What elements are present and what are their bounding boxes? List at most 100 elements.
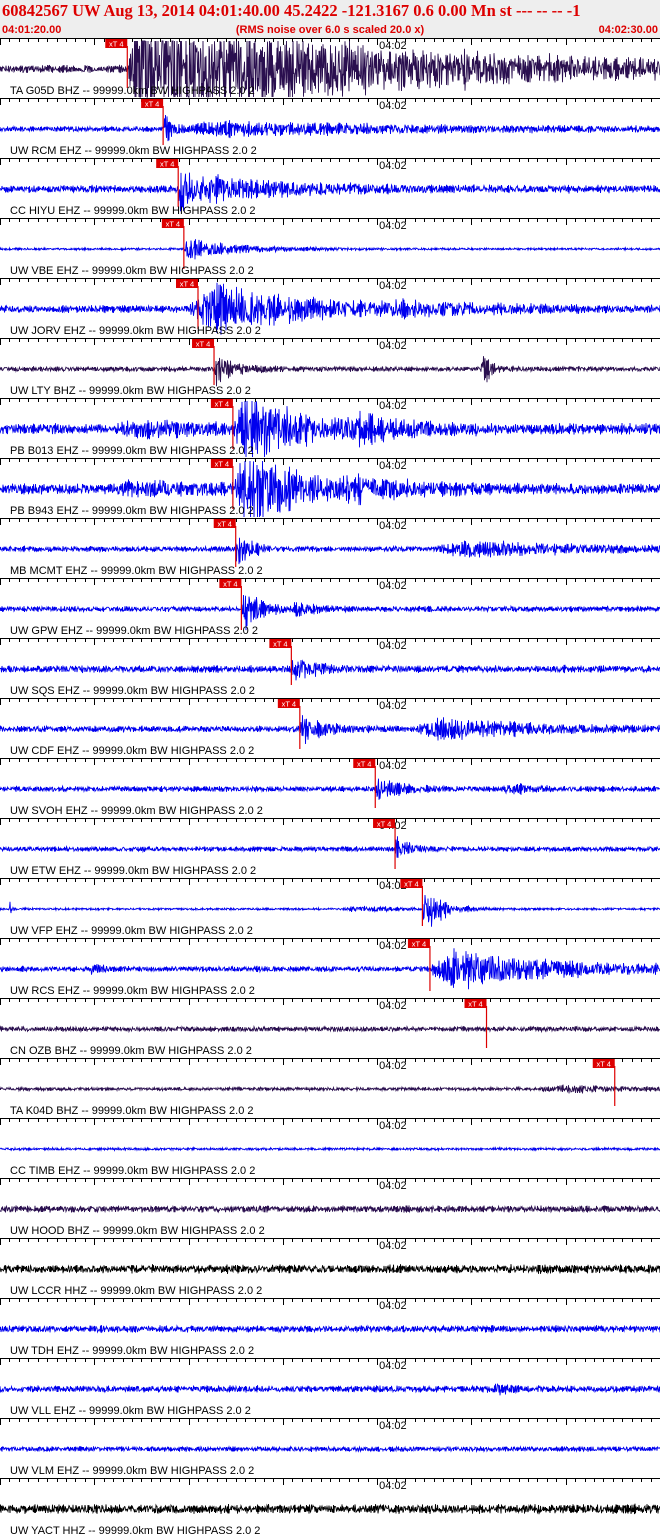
trace-waveform [0,1503,660,1515]
pick-flag-label: xT 4 [412,939,426,948]
trace-label: MB MCMT EHZ -- 99999.0km BW HIGHPASS 2.0… [10,565,263,577]
trace-panel: 04:02 xT 4 UW SQS EHZ -- 99999.0km BW HIGH… [0,638,660,697]
trace-panel: 04:02 xT 4 UW LTY BHZ -- 99999.0km BW HIGH… [0,338,660,397]
trace-label: UW VLM EHZ -- 99999.0km BW HIGHPASS 2.0 … [10,1465,254,1477]
pick-flag-label: xT 4 [109,39,123,48]
pick-flag [592,1059,615,1068]
trace-waveform [0,114,660,142]
trace-waveform [0,282,660,335]
noise-scale-note: (RMS noise over 6.0 s scaled 20.0 x) [236,24,425,36]
trace-panel: 04:02 UW YACT HHZ -- 99999.0km BW HIGHPAS… [0,1478,660,1537]
pick-flag [156,159,179,168]
trace-label: UW TDH EHZ -- 99999.0km BW HIGHPASS 2.0 … [10,1345,254,1357]
minute-mark-label: 04:02 [379,1120,407,1132]
trace-panel: 04:02 UW VLM EHZ -- 99999.0km BW HIGHPASS… [0,1418,660,1477]
pick-flag-label: xT 4 [215,399,229,408]
trace-waveform [0,836,660,858]
pick-flag-label: xT 4 [215,459,229,468]
trace-panel: 04:02 xT 4 UW SVOH EHZ -- 99999.0km BW HIG… [0,758,660,817]
trace-waveform [0,172,660,212]
trace-panel: 04:02 xT 4 CN OZB BHZ -- 99999.0km BW HIGH… [0,998,660,1057]
trace-panel: 04:02 xT 4 PB B013 EHZ -- 99999.0km BW HIG… [0,398,660,458]
pick-flag-label: xT 4 [166,219,180,228]
trace-waveform [0,1204,660,1214]
trace-panel: 04:02 CC TIMB EHZ -- 99999.0km BW HIGHPAS… [0,1118,660,1177]
trace-panel: 04:02 xT 4 TA G05D BHZ -- 99999.0km BW HIG… [0,38,660,98]
trace-label: PB B013 EHZ -- 99999.0km BW HIGHPASS 2.0… [10,445,254,457]
pick-flag-label: xT 4 [597,1059,611,1068]
trace-panel: 04:02 xT 4 CC HIYU EHZ -- 99999.0km BW HIG… [0,158,660,217]
trace-label: CN OZB BHZ -- 99999.0km BW HIGHPASS 2.0 … [10,1045,252,1057]
trace-panel: 04:02 xT 4 UW CDF EHZ -- 99999.0km BW HIGH… [0,698,660,757]
trace-waveform [0,778,660,800]
pick-flag-label: xT 4 [217,519,231,528]
trace-label: TA K04D BHZ -- 99999.0km BW HIGHPASS 2.0… [10,1105,254,1117]
trace-panel: 04:02 xT 4 TA K04D BHZ -- 99999.0km BW HIG… [0,1058,660,1117]
trace-label: UW YACT HHZ -- 99999.0km BW HIGHPASS 2.0… [10,1525,260,1537]
pick-flag [192,339,215,348]
pick-flag-label: xT 4 [468,999,482,1008]
trace-waveform [0,239,660,260]
pick-flag-label: xT 4 [377,819,391,828]
trace-panel: 04:02 UW HOOD BHZ -- 99999.0km BW HIGHPAS… [0,1178,660,1237]
pick-flag-label: xT 4 [160,159,174,168]
minute-mark-label: 04:02 [379,1240,407,1252]
minute-mark-label: 04:02 [379,40,407,52]
minute-mark-label: 04:02 [379,100,407,112]
trace-label: TA G05D BHZ -- 99999.0km BW HIGHPASS 2.0… [10,85,255,97]
pick-flag [464,999,487,1008]
pick-flag [176,279,198,288]
trace-label: UW VLL EHZ -- 99999.0km BW HIGHPASS 2.0 … [10,1405,251,1417]
trace-panel: 04:02 xT 4 UW VBE EHZ -- 99999.0km BW HIGH… [0,218,660,277]
minute-mark-label: 04:02 [379,340,407,352]
trace-waveform [0,1084,660,1094]
trace-label: UW RCS EHZ -- 99999.0km BW HIGHPASS 2.0 … [10,985,255,997]
trace-label: CC HIYU EHZ -- 99999.0km BW HIGHPASS 2.0… [10,205,256,217]
minute-mark-label: 04:02 [379,1300,407,1312]
header-background [0,0,660,38]
trace-panel: 04:02 xT 4 UW RCS EHZ -- 99999.0km BW HIGH… [0,938,660,997]
trace-waveform [0,715,660,745]
trace-label: UW LCCR HHZ -- 99999.0km BW HIGHPASS 2.0… [10,1285,262,1297]
trace-waveform [0,659,660,681]
minute-mark-label: 04:02 [379,760,407,772]
pick-flag [213,519,236,528]
event-title: 60842567 UW Aug 13, 2014 04:01:40.00 45.… [2,1,581,20]
pick-flag [407,939,430,948]
trace-label: UW GPW EHZ -- 99999.0km BW HIGHPASS 2.0 … [10,625,258,637]
pick-flag [141,99,164,108]
start-time-label: 04:01:20.00 [2,24,61,36]
trace-label: UW VFP EHZ -- 99999.0km BW HIGHPASS 2.0 … [10,925,253,937]
trace-label: UW JORV EHZ -- 99999.0km BW HIGHPASS 2.0… [10,325,261,337]
minute-mark-label: 04:02 [379,460,407,472]
minute-mark-label: 04:02 [379,1180,407,1192]
end-time-label: 04:02:30.00 [599,24,658,36]
trace-waveform [0,948,660,990]
trace-label: UW SVOH EHZ -- 99999.0km BW HIGHPASS 2.0… [10,805,263,817]
trace-waveform [0,400,660,458]
pick-flag [373,819,396,828]
trace-label: CC TIMB EHZ -- 99999.0km BW HIGHPASS 2.0… [10,1165,255,1177]
trace-panel: 04:02 UW TDH EHZ -- 99999.0km BW HIGHPASS… [0,1298,660,1357]
pick-flag-label: xT 4 [357,759,371,768]
pick-flag-label: xT 4 [196,339,210,348]
pick-flag-label: xT 4 [404,879,418,888]
trace-panel: 04:02 xT 4 UW JORV EHZ -- 99999.0km BW HIG… [0,278,660,337]
pick-flag [161,219,184,228]
trace-label: UW LTY BHZ -- 99999.0km BW HIGHPASS 2.0 … [10,385,251,397]
minute-mark-label: 04:02 [379,640,407,652]
pick-flag [210,459,233,468]
minute-mark-label: 04:02 [379,520,407,532]
minute-mark-label: 04:02 [379,1480,407,1492]
trace-panel: 04:02 xT 4 PB B943 EHZ -- 99999.0km BW HIG… [0,458,660,518]
pick-flag-label: xT 4 [223,579,237,588]
trace-waveform [0,460,660,518]
trace-waveform [0,1025,660,1034]
trace-waveform [0,356,660,387]
trace-label: UW VBE EHZ -- 99999.0km BW HIGHPASS 2.0 … [10,265,254,277]
pick-flag-label: xT 4 [273,639,287,648]
trace-label: UW ETW EHZ -- 99999.0km BW HIGHPASS 2.0 … [10,865,256,877]
trace-panel-stack: 04:02 xT 4 TA G05D BHZ -- 99999.0km BW HIG… [0,38,660,1537]
trace-panel: 04:02 UW LCCR HHZ -- 99999.0km BW HIGHPAS… [0,1238,660,1297]
